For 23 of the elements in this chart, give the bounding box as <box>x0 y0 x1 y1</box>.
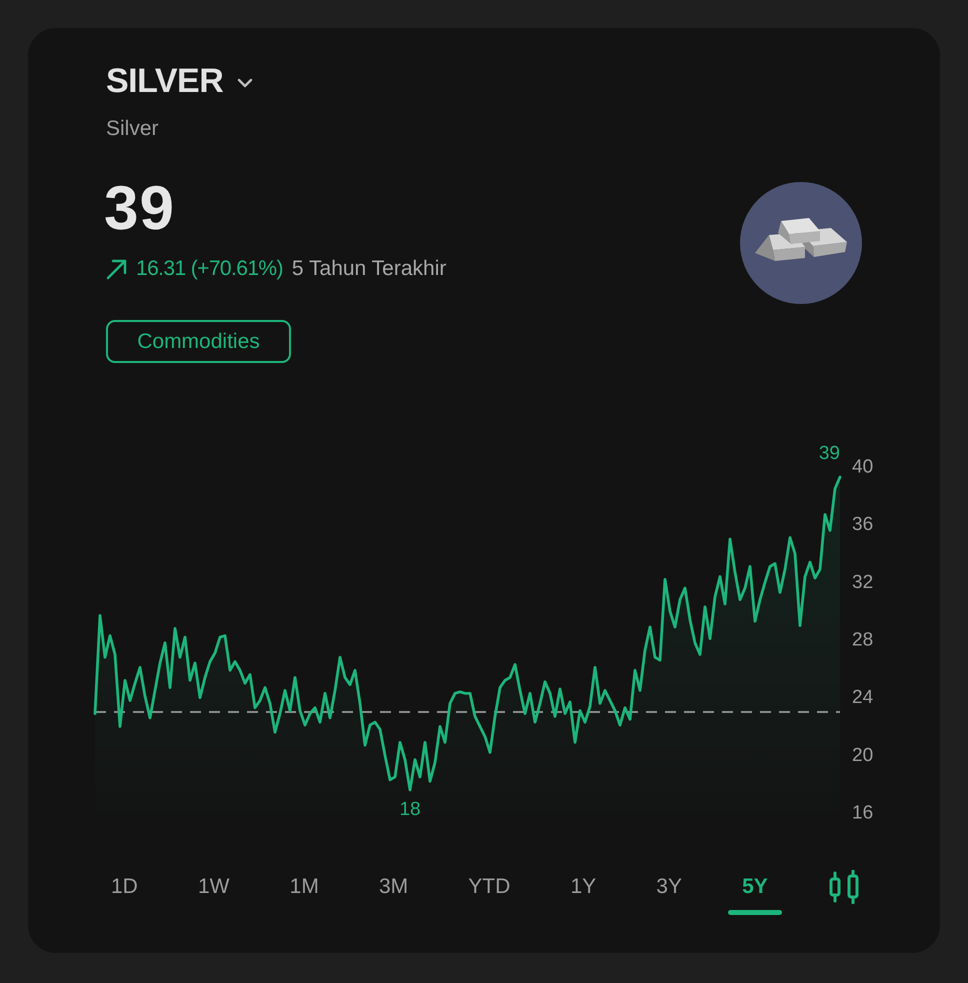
text: 1W <box>198 875 230 898</box>
y-tick-label: 20 <box>852 744 874 766</box>
text: 1M <box>290 875 319 898</box>
chart-title: SILVER <box>106 61 224 101</box>
text: 3Y <box>656 875 682 898</box>
y-tick-label: 16 <box>852 802 874 824</box>
y-tick-label: 40 <box>852 456 874 478</box>
y-tick-label: 28 <box>852 630 874 650</box>
text: 5 Tahun Terakhir <box>292 257 446 281</box>
text: 39 <box>104 174 175 243</box>
data-label: 18 <box>399 798 421 820</box>
data-label: 39 <box>818 443 840 464</box>
text: 1D <box>111 875 138 898</box>
text: 5Y <box>742 875 768 898</box>
y-tick-label: 24 <box>852 687 874 708</box>
text: YTD <box>468 875 510 898</box>
y-tick-label: 32 <box>852 572 874 593</box>
text: 3M <box>378 875 408 898</box>
tag-button: Commodities <box>106 320 291 363</box>
text: 16.31 (+70.61%) <box>136 257 283 281</box>
y-tick-label: 36 <box>852 514 874 536</box>
chart-subtitle: Silver <box>106 117 159 140</box>
text: 1Y <box>570 875 596 898</box>
